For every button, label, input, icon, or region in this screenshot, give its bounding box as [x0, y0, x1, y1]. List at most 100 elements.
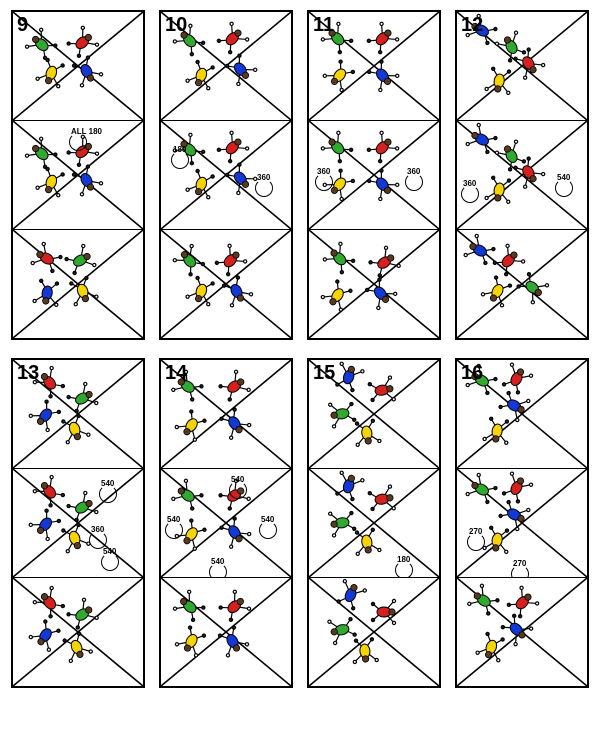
flyer [67, 161, 108, 202]
flyer [362, 164, 404, 206]
flyer [64, 273, 102, 311]
flyer [212, 126, 254, 168]
flyer [370, 597, 400, 627]
flyer [330, 360, 368, 395]
flyer-layer [457, 578, 587, 686]
formation-block: 12 [455, 10, 589, 340]
formation-cell [457, 578, 587, 686]
formation-cell: 10 [161, 12, 291, 121]
formation-cell: 13 [13, 360, 143, 469]
flyer-layer [13, 578, 143, 686]
rotation-label: 540 [167, 515, 180, 524]
flyer [482, 174, 517, 209]
flyer [214, 585, 256, 627]
formation-cell: 11 [309, 12, 439, 121]
formation-cell: 360 360 [309, 121, 439, 230]
formation-cell: 180 360 [161, 121, 291, 230]
formation-block: 15 [307, 358, 441, 688]
flyer [168, 585, 210, 627]
flyer [217, 272, 258, 313]
formation-cell: 180 [309, 469, 439, 578]
formation-cell [309, 230, 439, 338]
block-number: 11 [313, 14, 334, 37]
formation-cell [161, 578, 291, 686]
flyer-layer [309, 230, 439, 338]
flyer [350, 526, 385, 561]
formation-block: 14 [159, 358, 293, 688]
flyer [28, 470, 70, 512]
formation-cell [161, 230, 291, 338]
grid-row: 13 [10, 358, 590, 688]
flyer [350, 417, 385, 452]
flyer [30, 277, 65, 312]
rotation-label: ALL 180 [71, 127, 102, 136]
flyer [24, 615, 66, 657]
flyer-layer [309, 469, 439, 577]
flyer [182, 166, 220, 204]
flyer [318, 55, 360, 97]
flyer [171, 622, 212, 663]
flyer [330, 469, 368, 504]
flyer [316, 275, 358, 317]
formation-cell: 12 [457, 12, 587, 121]
flyer [28, 581, 70, 623]
flyer-layer [161, 121, 291, 229]
rotation-label: 540 [231, 475, 244, 484]
flyer [462, 579, 504, 621]
block-number: 15 [313, 362, 335, 385]
flyer-layer [309, 578, 439, 686]
grid-row: 9 [10, 10, 590, 340]
flyer [214, 365, 256, 407]
flyer [210, 239, 252, 281]
rotation-label: 540 [103, 547, 116, 556]
rotation-label: 360 [463, 179, 476, 188]
block-number: 10 [165, 14, 187, 37]
flyer-layer [161, 578, 291, 686]
flyer [182, 57, 220, 95]
formation-block: 9 [11, 10, 145, 340]
rotation-label: 360 [257, 173, 270, 182]
formation-cell: 15 [309, 360, 439, 469]
flyer [61, 240, 102, 281]
flyer-layer [13, 469, 143, 577]
flyer [461, 469, 502, 509]
block-number: 14 [165, 362, 187, 385]
formation-cell: 270270 [457, 469, 587, 578]
rotation-label: 360 [407, 167, 420, 176]
block-number: 12 [461, 14, 483, 37]
formation-block: 13 [11, 358, 145, 688]
rotation-label: 270 [469, 527, 482, 536]
flyer [318, 237, 360, 279]
flyer [213, 622, 254, 663]
formation-block: 16 [455, 358, 589, 688]
block-number: 9 [17, 14, 28, 37]
flyer [168, 239, 210, 281]
flyer [67, 52, 108, 93]
flyer [26, 238, 67, 279]
flyer [349, 636, 382, 669]
formation-grid: 9 [10, 10, 590, 688]
flyer [362, 17, 404, 59]
flyer [170, 405, 212, 447]
rotation-label: 540 [211, 557, 224, 566]
rotation-label: 180 [173, 145, 186, 154]
formation-cell: ALL 180 [13, 121, 143, 230]
flyer-layer [457, 230, 587, 338]
flyer-layer [161, 230, 291, 338]
flyer [360, 273, 402, 315]
rotation-label: 360 [317, 167, 330, 176]
flyer [331, 578, 371, 614]
rotation-label: 540 [101, 479, 114, 488]
flyer [214, 403, 256, 445]
formation-cell: 9 [13, 12, 143, 121]
flyer [480, 415, 515, 450]
formation-cell [13, 578, 143, 686]
formation-block: 10 [159, 10, 293, 340]
rotation-label: 180 [397, 555, 410, 564]
formation-cell [457, 230, 587, 338]
flyer [214, 512, 256, 554]
formation-cell: 540540540540 [161, 469, 291, 578]
flyer [316, 126, 358, 168]
block-number: 16 [461, 362, 483, 385]
flyer [366, 482, 401, 517]
